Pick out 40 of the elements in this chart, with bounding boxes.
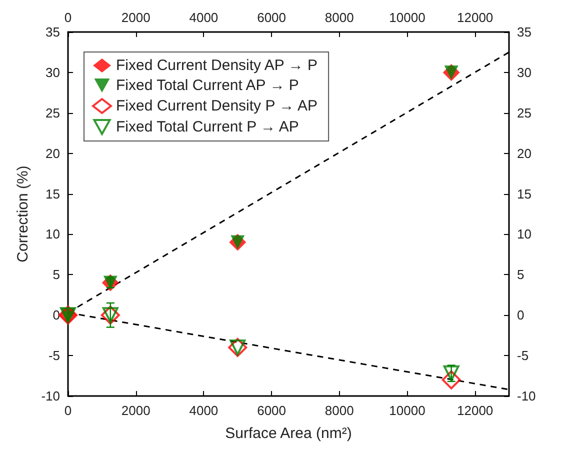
y2-tick-label: 30 bbox=[517, 64, 532, 80]
y-tick-label: 35 bbox=[46, 24, 60, 40]
x-tick-label: 4000 bbox=[189, 403, 218, 418]
x2-tick-label: 8000 bbox=[324, 10, 354, 25]
x-axis-title: Surface Area (nm²) bbox=[225, 425, 352, 442]
legend-label: Fixed Current Density P → AP bbox=[116, 98, 318, 114]
y-tick-label: 10 bbox=[46, 226, 60, 242]
x2-tick-label: 2000 bbox=[121, 10, 150, 25]
y2-tick-label: -5 bbox=[517, 348, 529, 364]
y-tick-label: 30 bbox=[46, 64, 60, 80]
y-tick-label: 15 bbox=[46, 186, 60, 202]
y-tick-label: 5 bbox=[52, 267, 60, 282]
y-tick-label: -10 bbox=[41, 388, 60, 404]
legend-label: Fixed Current Density AP → P bbox=[116, 57, 318, 74]
x-tick-label: 6000 bbox=[257, 403, 286, 418]
legend-label: Fixed Total Current AP → P bbox=[116, 77, 299, 94]
y2-tick-label: 35 bbox=[517, 24, 532, 40]
y-axis-title: Correction (%) bbox=[14, 166, 32, 262]
y2-tick-label: 25 bbox=[517, 105, 532, 120]
x2-tick-label: 10000 bbox=[389, 10, 426, 25]
x-tick-label: 8000 bbox=[324, 403, 354, 418]
y2-tick-label: 15 bbox=[517, 186, 532, 202]
x-tick-label: 12000 bbox=[457, 403, 494, 418]
legend-label: Fixed Total Current P → AP bbox=[116, 118, 299, 136]
y2-tick-label: 5 bbox=[517, 267, 524, 282]
y2-tick-label: 0 bbox=[517, 308, 524, 323]
y2-tick-label: 10 bbox=[517, 226, 532, 242]
x2-tick-label: 0 bbox=[64, 10, 72, 25]
x-tick-label: 10000 bbox=[389, 403, 426, 418]
y-tick-label: 20 bbox=[46, 146, 60, 161]
y2-tick-label: -10 bbox=[517, 388, 536, 404]
y-tick-label: -5 bbox=[48, 348, 60, 364]
x2-tick-label: 6000 bbox=[257, 10, 286, 25]
x-tick-label: 2000 bbox=[121, 403, 150, 418]
x2-tick-label: 12000 bbox=[457, 10, 494, 25]
x-tick-label: 0 bbox=[64, 403, 72, 418]
y2-tick-label: 20 bbox=[517, 146, 532, 161]
y-tick-label: 0 bbox=[52, 308, 60, 323]
x2-tick-label: 4000 bbox=[189, 10, 218, 25]
y-tick-label: 25 bbox=[46, 105, 60, 120]
